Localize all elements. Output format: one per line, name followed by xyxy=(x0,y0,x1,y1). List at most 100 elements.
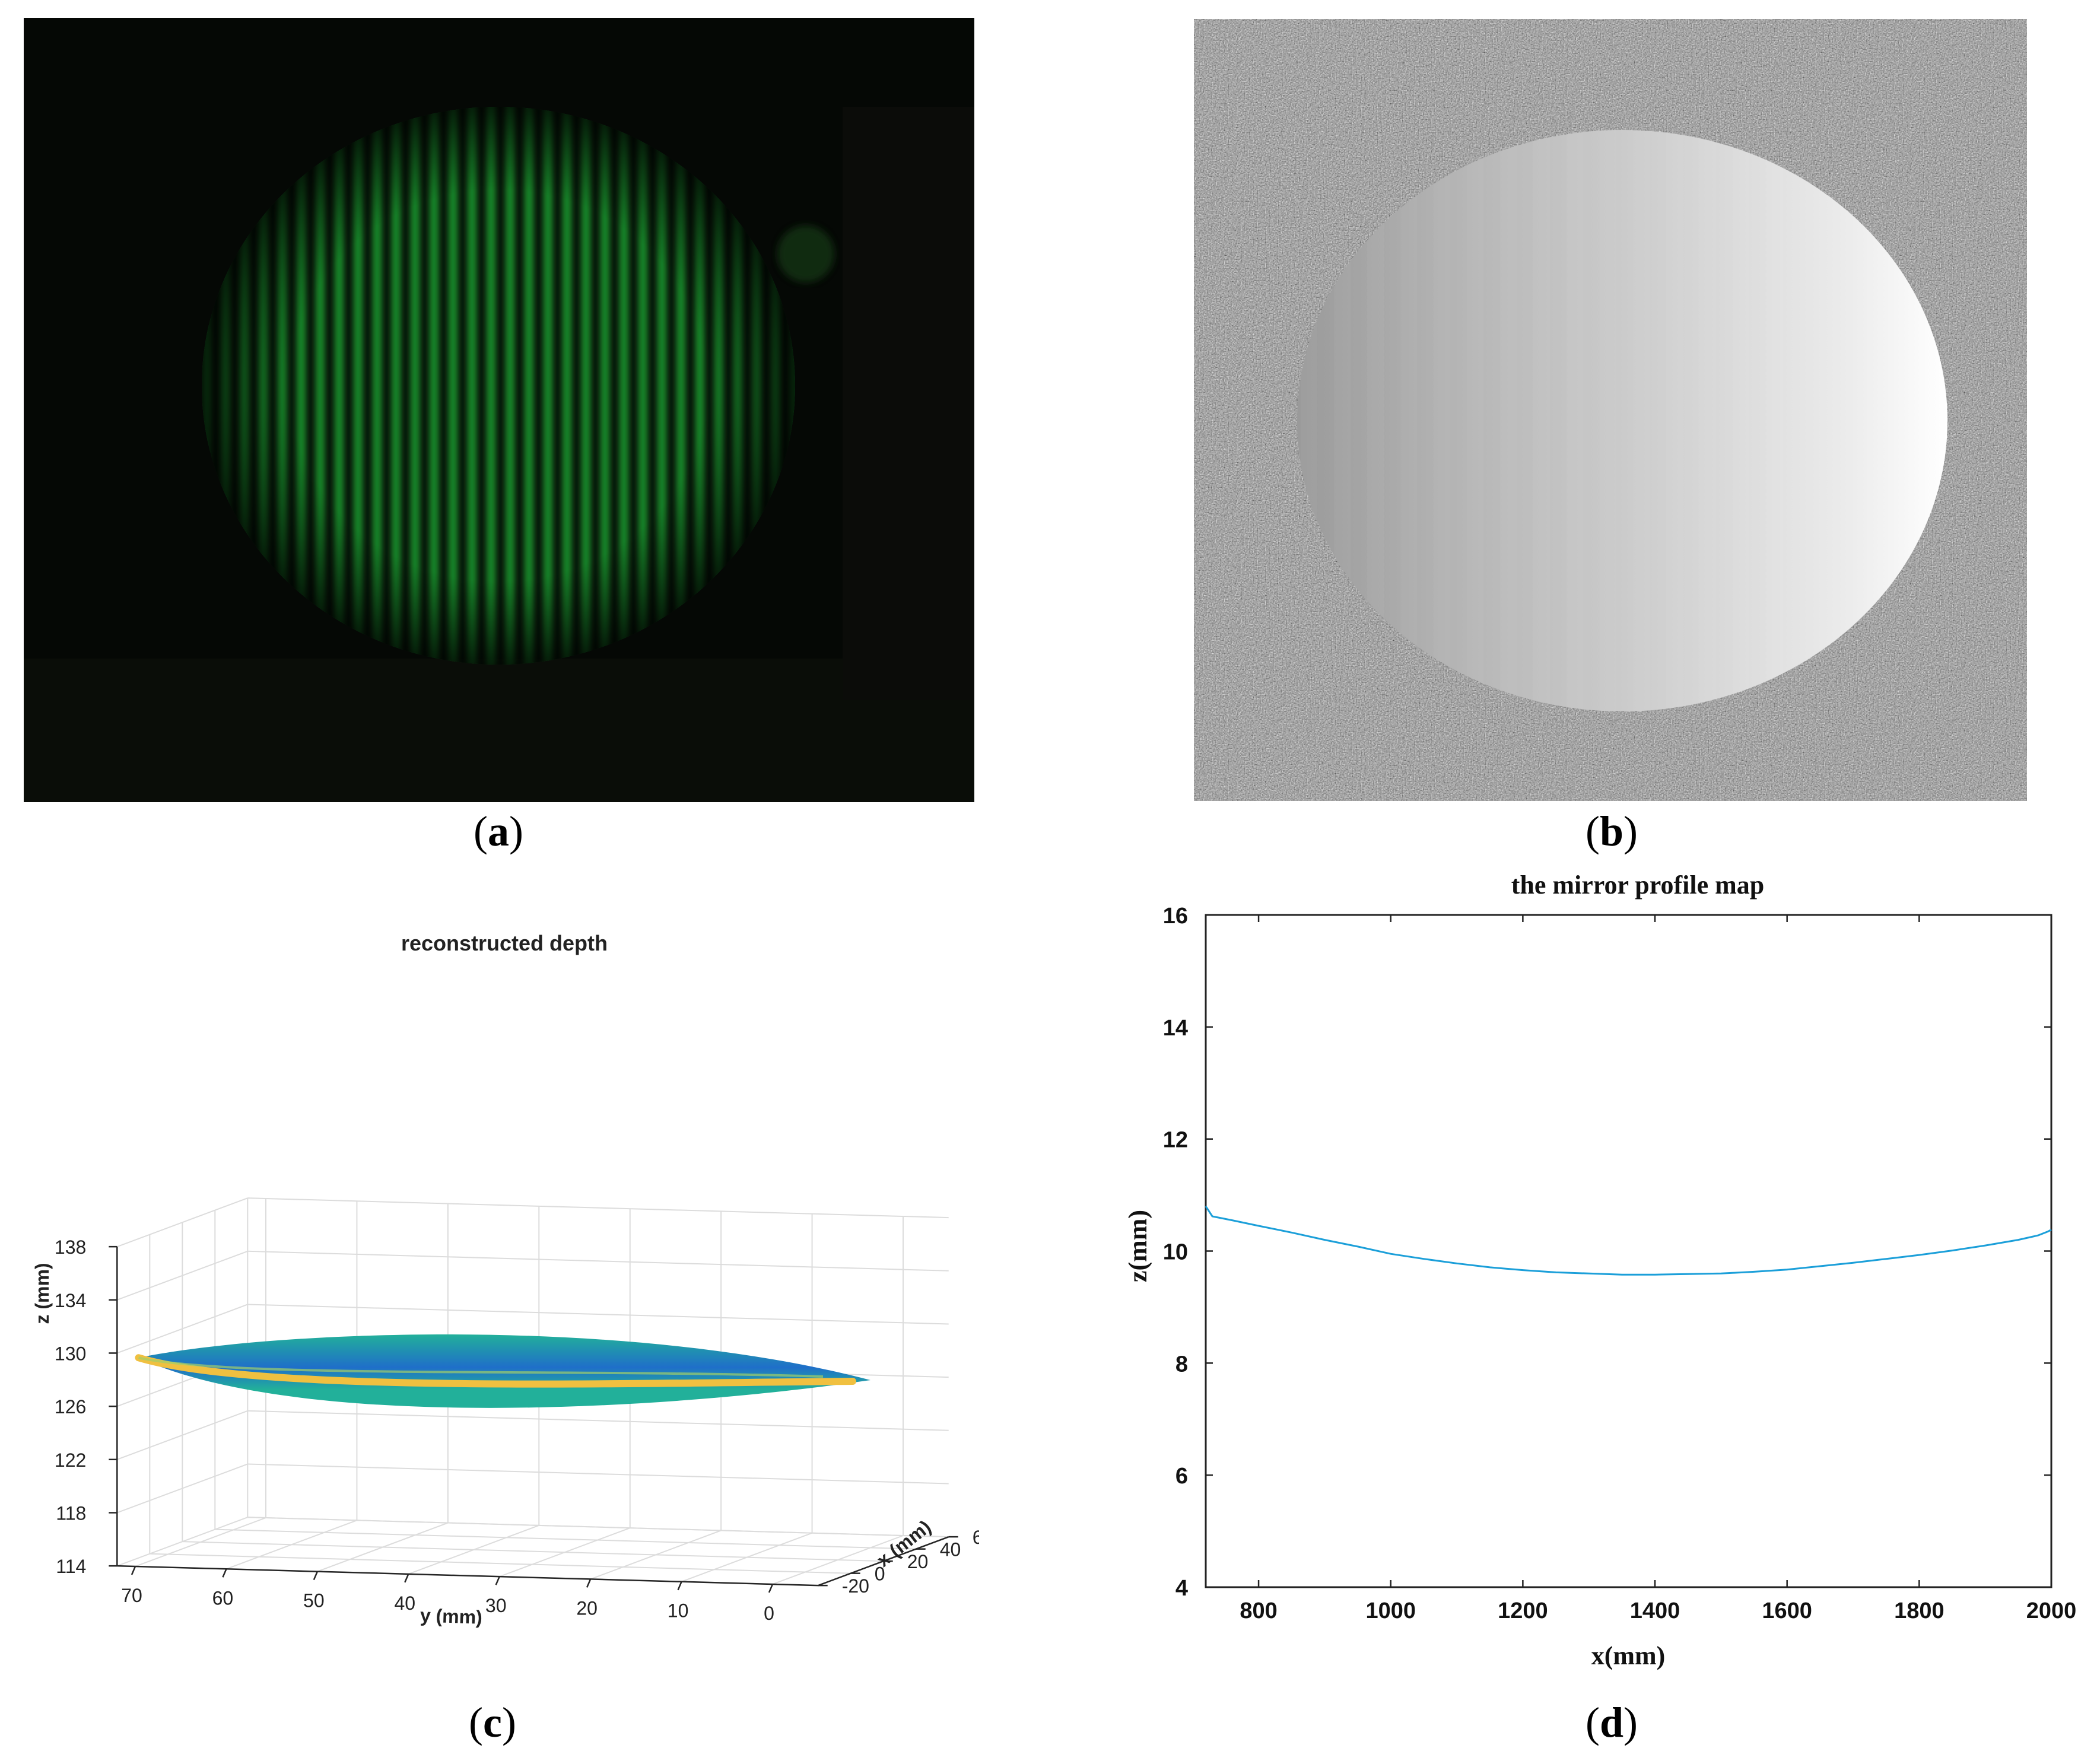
phase-band xyxy=(1733,126,1749,719)
caption-d-label: d xyxy=(1599,1699,1624,1746)
x-tick-label: 800 xyxy=(1240,1598,1277,1623)
z-tick-label: 134 xyxy=(55,1290,86,1311)
caption-b: (b) xyxy=(1585,808,1638,855)
y-tick-label: 10 xyxy=(668,1600,689,1622)
grid-line xyxy=(247,1410,949,1431)
grid-line xyxy=(116,1410,248,1460)
chart-d-xlabel: x(mm) xyxy=(1591,1641,1666,1670)
phase-band xyxy=(1699,126,1716,719)
chart-d-line-series xyxy=(1205,1206,2052,1276)
x-tick-label: -20 xyxy=(842,1575,869,1597)
y-tick-label: 30 xyxy=(485,1595,507,1616)
grid-line xyxy=(116,1250,248,1301)
y-tick-label: 8 xyxy=(1175,1352,1188,1377)
chart-c-title: reconstructed depth xyxy=(401,931,608,955)
panel-c: reconstructed depth 114 118 122 126 130 134 13… xyxy=(0,914,993,1644)
z-tick-label: 114 xyxy=(56,1556,86,1577)
y-tick-label: 40 xyxy=(394,1593,415,1614)
grid-line xyxy=(182,1541,884,1562)
phase-band xyxy=(1633,126,1650,719)
y-tick-label: 50 xyxy=(303,1590,325,1612)
grid-line xyxy=(150,1553,851,1574)
grid-line xyxy=(215,1528,916,1550)
y-tick-label: 0 xyxy=(764,1603,774,1624)
z-tick-label: 118 xyxy=(56,1502,86,1524)
chart-c-zlabel: z (mm) xyxy=(31,1263,53,1324)
y-tick-mark xyxy=(677,1581,682,1591)
y-tick-label: 16 xyxy=(1163,904,1188,929)
y-tick-label: 10 xyxy=(1163,1240,1188,1265)
panel-a xyxy=(24,18,974,802)
depth-surface xyxy=(138,1334,870,1408)
phase-band xyxy=(1467,126,1483,719)
z-tick-label: 122 xyxy=(55,1450,86,1471)
caption-c: (c) xyxy=(469,1699,516,1746)
phase-band xyxy=(1600,126,1616,719)
grid-line xyxy=(247,1463,949,1485)
phase-band xyxy=(1400,126,1417,719)
y-tick-mark xyxy=(495,1576,500,1585)
z-tick-label: 138 xyxy=(55,1237,86,1258)
caption-a-label: a xyxy=(488,808,509,855)
phase-band xyxy=(1832,126,1849,719)
x-tick-label: 1200 xyxy=(1498,1598,1548,1623)
y-tick-mark xyxy=(586,1578,592,1588)
chart-d-ylabel: z(mm) xyxy=(1123,1210,1152,1282)
y-tick-label: 4 xyxy=(1175,1576,1188,1601)
phase-band xyxy=(1666,126,1683,719)
phase-band xyxy=(1799,126,1816,719)
y-tick-label: 20 xyxy=(576,1597,598,1619)
x-tick-label: 20 xyxy=(907,1551,929,1572)
x-tick-label: 1800 xyxy=(1894,1598,1945,1623)
grid-line xyxy=(247,1197,949,1219)
caption-d: (d) xyxy=(1585,1699,1638,1746)
caption-a: (a) xyxy=(474,808,523,855)
y-tick-label: 60 xyxy=(212,1587,234,1609)
x-tick-label: 1600 xyxy=(1762,1598,1812,1623)
depth-surface-rim-inner xyxy=(138,1356,824,1378)
grid-line xyxy=(116,1197,248,1248)
chart-c-z-ticks: 114 118 122 126 130 134 138 xyxy=(55,1237,117,1577)
mirror-profile-chart: the mirror profile map 800 1000 1200 1400 16… xyxy=(1123,870,2077,1670)
x-tick-label: 1000 xyxy=(1365,1598,1416,1623)
chart-d-title: the mirror profile map xyxy=(1511,870,1765,900)
caption-b-label: b xyxy=(1599,808,1624,855)
x-tick-label: 1400 xyxy=(1630,1598,1680,1623)
y-tick-mark xyxy=(131,1566,136,1575)
chart-d-plot-area xyxy=(1205,914,2052,1588)
chart-c-ylabel: y (mm) xyxy=(420,1604,482,1628)
x-tick-label: 40 xyxy=(940,1539,961,1560)
x-tick-label: 60 xyxy=(973,1527,979,1548)
grid-line xyxy=(116,1463,248,1514)
phase-band xyxy=(1567,126,1583,719)
phase-band xyxy=(1533,126,1550,719)
chart-c-surface xyxy=(135,1334,870,1408)
phase-band xyxy=(1434,126,1450,719)
y-tick-label: 70 xyxy=(121,1585,142,1606)
y-tick-mark xyxy=(313,1571,319,1581)
phase-map-image xyxy=(1194,19,2027,801)
depth-surface-rim xyxy=(135,1354,856,1388)
z-tick-label: 126 xyxy=(55,1396,86,1417)
y-tick-label: 14 xyxy=(1163,1016,1188,1041)
fringe-pattern-image xyxy=(24,18,974,802)
y-tick-mark xyxy=(222,1568,227,1578)
phase-band xyxy=(1766,126,1783,719)
y-tick-mark xyxy=(768,1584,774,1593)
grid-line xyxy=(247,1304,949,1325)
grid-line xyxy=(116,1304,248,1354)
axis-line xyxy=(117,1565,818,1587)
panel-d: the mirror profile map 800 1000 1200 1400 16… xyxy=(1116,854,2097,1685)
panel-b xyxy=(1194,19,2027,801)
caption-c-label: c xyxy=(483,1699,502,1746)
y-tick-label: 6 xyxy=(1175,1464,1188,1489)
y-tick-label: 12 xyxy=(1163,1128,1188,1153)
x-tick-label: 2000 xyxy=(2026,1598,2077,1623)
grid-line xyxy=(247,1517,949,1538)
x-tick-label: 0 xyxy=(875,1563,885,1585)
phase-band xyxy=(1500,126,1517,719)
depth-3d-chart: reconstructed depth 114 118 122 126 130 134 13… xyxy=(31,931,993,1628)
grid-line xyxy=(247,1250,949,1272)
chart-c-y-ticks: 70 60 50 40 30 20 10 0 xyxy=(121,1566,774,1624)
y-tick-mark xyxy=(404,1574,409,1583)
